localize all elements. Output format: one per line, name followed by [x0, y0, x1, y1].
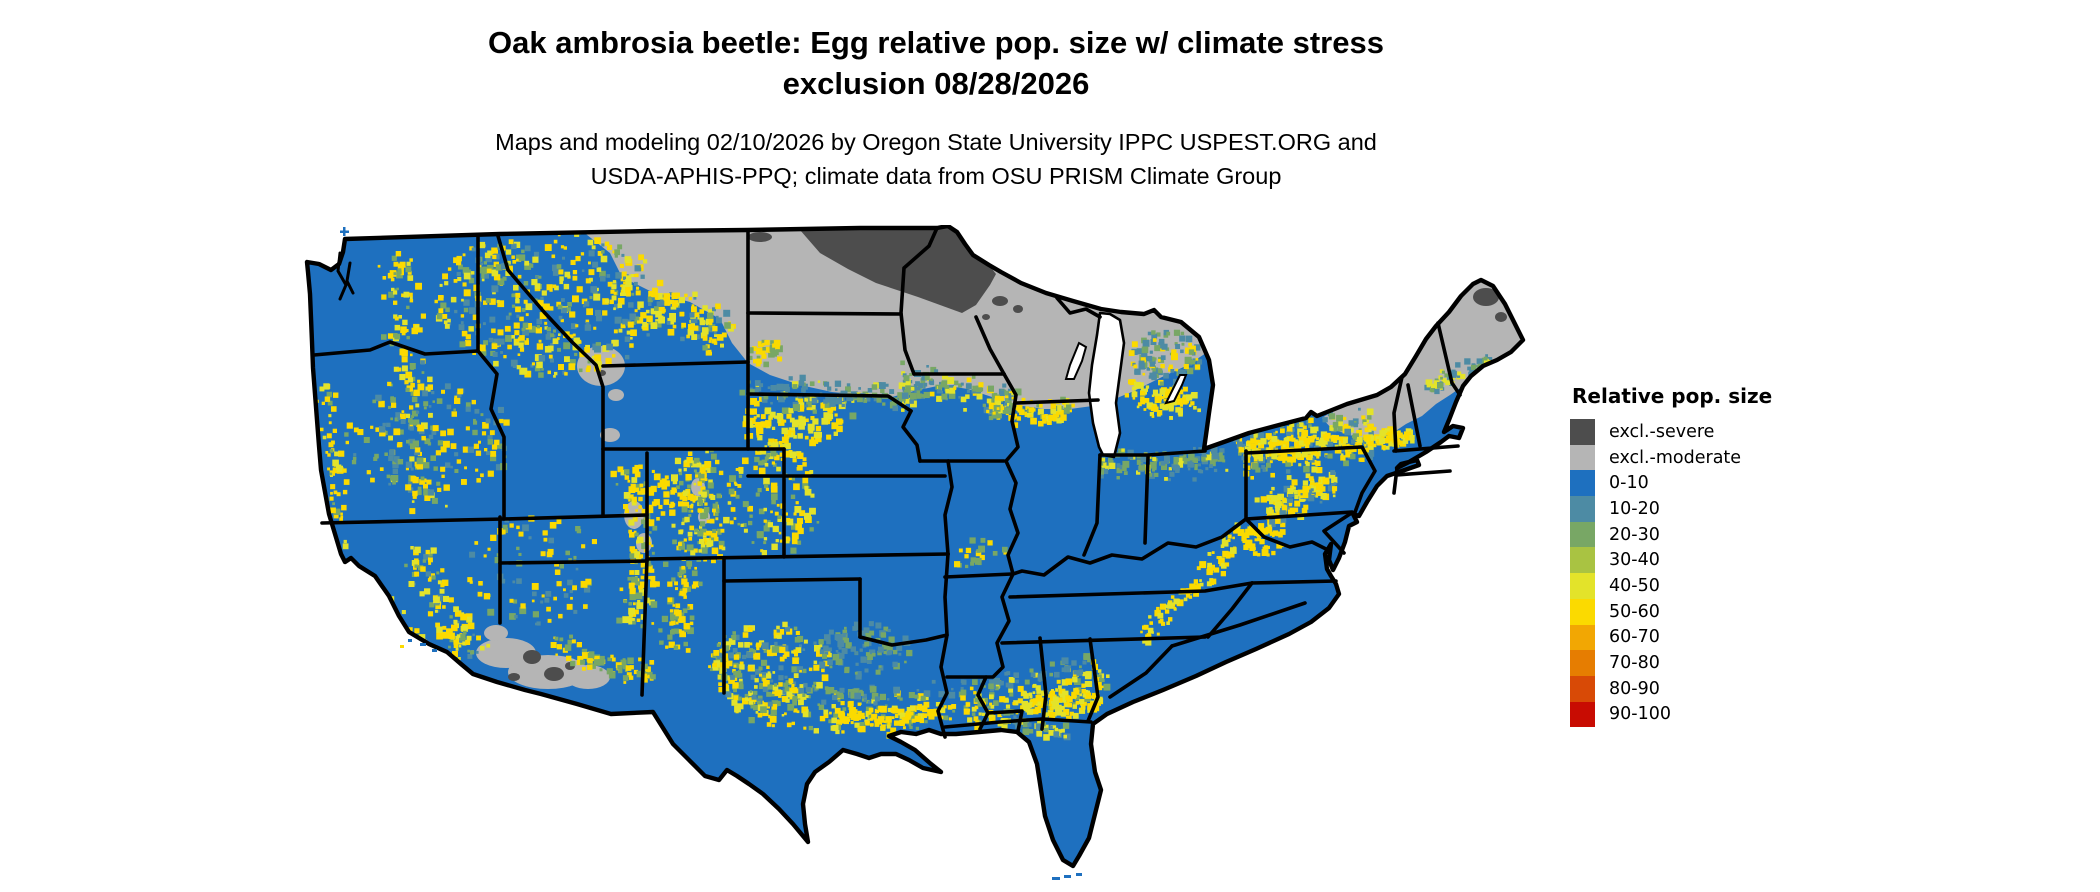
legend-label: 0-10 [1609, 473, 1649, 494]
map-subtitle-line1: Maps and modeling 02/10/2026 by Oregon S… [495, 129, 1377, 155]
northern-plains-transition [610, 274, 736, 356]
legend-swatch [1570, 624, 1595, 651]
legend-rows: excl.-severe excl.-moderate 0-10 10-20 20-30… [1570, 419, 1870, 728]
exclusion-patch [484, 625, 508, 641]
legend-label: 30-40 [1609, 550, 1660, 571]
northern-minnesota-severe [800, 226, 996, 313]
legend-label: 50-60 [1609, 601, 1660, 622]
us-map-svg [304, 223, 1526, 880]
gulf-coast-band [708, 621, 833, 710]
legend-swatch [1570, 547, 1595, 574]
islands [340, 227, 1082, 880]
lake-michigan [1087, 311, 1126, 459]
western-mountain-mottle [434, 227, 666, 378]
legend-swatch [1570, 701, 1595, 728]
legend-item: 90-100 [1570, 701, 1870, 728]
western-mountain-mottle [344, 383, 510, 497]
western-mountain-mottle [658, 560, 703, 653]
gulf-coast-band [838, 701, 940, 734]
legend-item: 20-30 [1570, 521, 1870, 548]
legend-item: 0-10 [1570, 470, 1870, 497]
map-title-line2: exclusion 08/28/2026 [782, 66, 1090, 101]
legend: Relative pop. size excl.-severe excl.-mod… [1570, 384, 1870, 728]
legend-label: 70-80 [1609, 653, 1660, 674]
exclusion-patch [1473, 288, 1499, 306]
legend-title: Relative pop. size [1572, 384, 1773, 408]
north-central-exclusion [582, 231, 1206, 409]
western-mountain-mottle [315, 383, 350, 522]
map-subtitle: Maps and modeling 02/10/2026 by Oregon S… [0, 125, 1872, 193]
conus-outline [304, 223, 1526, 869]
legend-label: excl.-severe [1609, 421, 1715, 442]
exclusion-patch [508, 673, 520, 681]
map-subtitle-line2: USDA-APHIS-PPQ; climate data from OSU PR… [590, 163, 1282, 189]
legend-label: 80-90 [1609, 678, 1660, 699]
base-conus [307, 226, 1523, 866]
legend-item: 40-50 [1570, 573, 1870, 599]
northeast-exclusion [1322, 280, 1523, 439]
legend-swatch [1570, 521, 1595, 548]
state-borders [312, 226, 1462, 739]
legend-label: 20-30 [1609, 524, 1660, 545]
exclusion-patch [544, 667, 564, 681]
map-header: Oak ambrosia beetle: Egg relative pop. s… [0, 22, 1872, 193]
legend-item: 70-80 [1570, 650, 1870, 676]
legend-item: 60-70 [1570, 624, 1870, 651]
midwest-great-lakes-band [954, 537, 1008, 569]
legend-item: excl.-moderate [1570, 444, 1870, 471]
exclusion-patch [600, 428, 620, 442]
legend-swatch [1570, 573, 1595, 599]
legend-swatch [1570, 496, 1595, 522]
great-lakes [1064, 311, 1188, 459]
exclusion-patch [1013, 305, 1023, 313]
legend-label: 60-70 [1609, 627, 1660, 648]
legend-item: 10-20 [1570, 496, 1870, 522]
legend-item: 80-90 [1570, 675, 1870, 702]
appalachian-northeast-mottle [1356, 425, 1415, 453]
legend-swatch [1570, 598, 1595, 625]
legend-swatch [1570, 650, 1595, 676]
northern-plains-transition [742, 393, 844, 450]
legend-swatch [1570, 470, 1595, 497]
legend-swatch [1570, 444, 1595, 471]
western-mountain-mottle [550, 634, 656, 684]
saginaw-bay [1164, 374, 1188, 405]
us-map [300, 223, 1570, 892]
midwest-great-lakes-band [1128, 329, 1203, 386]
northern-plains-transition [747, 339, 783, 368]
legend-swatch [1570, 675, 1595, 702]
exclusion-patch [608, 389, 624, 401]
legend-item: 30-40 [1570, 547, 1870, 574]
exclusion-patch [982, 314, 990, 320]
legend-label: excl.-moderate [1609, 447, 1742, 468]
raster-layers [307, 226, 1523, 866]
legend-item: excl.-severe [1570, 419, 1870, 445]
exclusion-patch [566, 665, 610, 689]
appalachian-northeast-mottle [1241, 523, 1286, 557]
green-bay [1064, 341, 1088, 380]
legend-label: 90-100 [1609, 704, 1671, 725]
legend-swatch [1570, 419, 1595, 445]
exclusion-patch [992, 296, 1008, 306]
map-title-line1: Oak ambrosia beetle: Egg relative pop. s… [488, 25, 1384, 60]
exclusion-patch [748, 232, 772, 242]
exclusion-patch [523, 650, 541, 664]
legend-label: 40-50 [1609, 575, 1660, 596]
legend-label: 10-20 [1609, 498, 1660, 519]
exclusion-patch [1495, 312, 1507, 322]
legend-item: 50-60 [1570, 598, 1870, 625]
